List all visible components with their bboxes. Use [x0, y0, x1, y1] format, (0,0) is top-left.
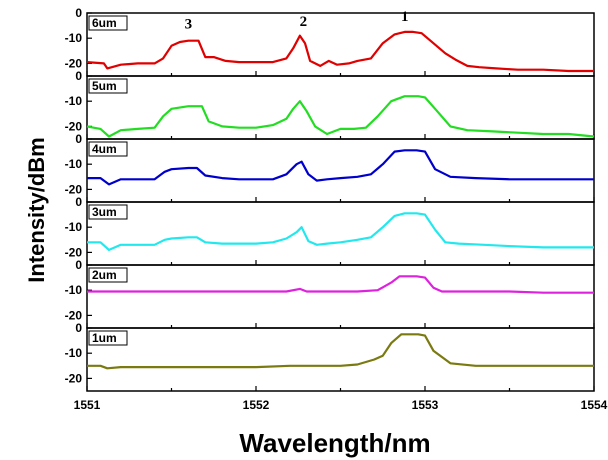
panel-label-box [88, 15, 128, 31]
panel-frame [86, 327, 595, 392]
x-axis: 1551 1552 1553 1554 [74, 398, 608, 412]
series-line-1um [87, 333, 594, 370]
y-tick-label: -10 [65, 220, 83, 234]
y-tick-label: 0 [75, 69, 82, 83]
y-tick-label: -20 [65, 371, 83, 385]
x-tick-label: 1553 [412, 398, 439, 412]
panel-frame [86, 138, 595, 203]
y-tick-label: -20 [65, 182, 83, 196]
y-tick-label: 0 [75, 258, 82, 272]
panel-label: 4um [92, 142, 117, 156]
panel-label-box [88, 141, 128, 157]
panel-frame [86, 201, 595, 266]
series-line-6um [86, 30, 594, 73]
panel-frame [86, 264, 595, 329]
panel-label-box [88, 267, 128, 283]
panel-3um: 0 -10 -20 3um [65, 195, 595, 266]
y-axis-title: Intensity/dBm [24, 137, 49, 282]
y-tick-label: 0 [75, 6, 82, 20]
panel-label: 2um [92, 268, 117, 282]
x-tick-label: 1551 [74, 398, 101, 412]
y-tick-label: -20 [65, 119, 83, 133]
panel-5um: 0 -10 -20 5um [65, 69, 595, 140]
panel-label-box [88, 204, 128, 220]
series-line-5um [86, 95, 595, 138]
x-axis-title: Wavelength/nm [239, 428, 430, 458]
peak-label: 1 [401, 9, 409, 25]
panel-1um: 0 -10 -20 1um [65, 321, 595, 392]
panel-frame [86, 12, 595, 77]
y-tick-label: -10 [65, 31, 83, 45]
panel-4um: 0 -10 -20 4um [65, 132, 595, 203]
y-tick-label: -10 [65, 157, 83, 171]
panel-label: 1um [92, 331, 117, 345]
series-line-2um [87, 275, 594, 294]
peak-label: 2 [300, 14, 308, 30]
series-line-4um [87, 149, 594, 186]
y-tick-label: -20 [65, 308, 83, 322]
panel-label-box [88, 330, 128, 346]
panels-layer: 0 -10 -20 6um 3 2 1 0 -10 -20 5um 0 -10 -20 4um 0 -10 -20… [65, 6, 595, 392]
x-tick-label: 1554 [581, 398, 608, 412]
x-tick-label: 1552 [243, 398, 270, 412]
peak-label: 3 [185, 17, 193, 33]
y-tick-label: 0 [75, 195, 82, 209]
y-tick-label: -10 [65, 346, 83, 360]
series-line-3um [87, 212, 594, 251]
y-tick-label: -10 [65, 94, 83, 108]
panel-label: 6um [92, 16, 117, 30]
panel-label: 3um [92, 205, 117, 219]
y-tick-label: -20 [65, 245, 83, 259]
y-tick-label: 0 [75, 321, 82, 335]
y-tick-label: -10 [65, 283, 83, 297]
y-tick-label: -20 [65, 56, 83, 70]
y-tick-label: 0 [75, 132, 82, 146]
panel-label: 5um [92, 79, 117, 93]
panel-2um: 0 -10 -20 2um [65, 258, 595, 329]
panel-6um: 0 -10 -20 6um 3 2 1 [65, 6, 595, 77]
panel-label-box [88, 78, 128, 94]
